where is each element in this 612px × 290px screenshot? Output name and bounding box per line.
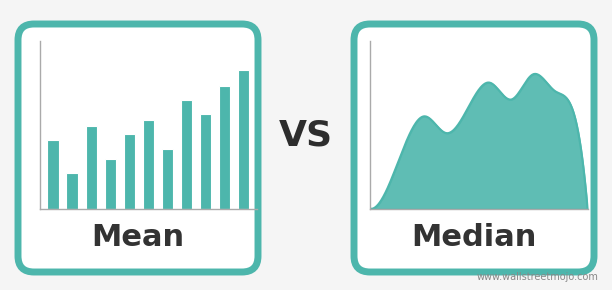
Text: www.wallstreetmojo.com: www.wallstreetmojo.com [476,272,598,282]
Text: Median: Median [411,223,537,252]
Text: VS: VS [279,118,333,152]
Bar [181,100,192,209]
Bar [143,120,154,209]
FancyBboxPatch shape [18,24,258,272]
Bar [67,173,78,209]
Bar [86,126,97,209]
Text: Mean: Mean [91,223,185,252]
Bar [200,114,211,209]
Bar [238,70,250,209]
Bar [47,139,59,209]
FancyBboxPatch shape [354,24,594,272]
Bar [219,86,230,209]
Bar [162,149,173,209]
Bar [124,134,135,209]
Bar [105,159,116,209]
